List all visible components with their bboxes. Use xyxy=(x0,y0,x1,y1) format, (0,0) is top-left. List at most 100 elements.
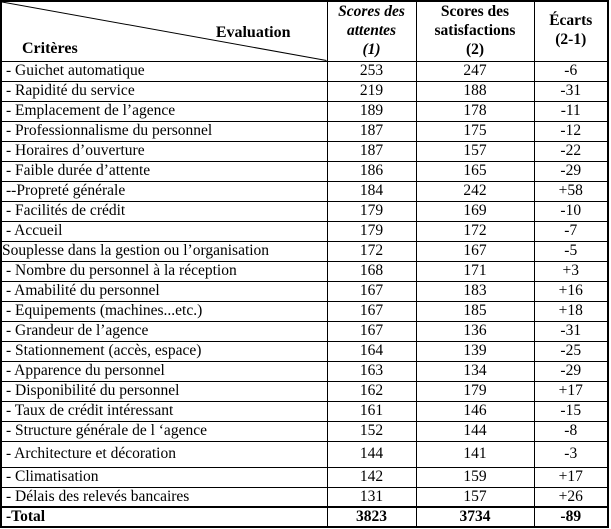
criterion-cell: - Equipements (machines...etc.) xyxy=(0,300,328,322)
criterion-cell: --Propreté générale xyxy=(0,180,328,202)
diagonal-divider-line xyxy=(2,2,327,61)
satisfactions-cell: 3734 xyxy=(415,506,535,528)
table-row: - Amabilité du personnel 167 183 +16 xyxy=(0,280,609,302)
satisfactions-cell: 188 xyxy=(415,80,535,102)
satisfactions-cell: 144 xyxy=(415,420,535,442)
ecart-cell: -22 xyxy=(533,140,609,162)
attentes-cell: 3823 xyxy=(326,506,417,528)
table-row: - Equipements (machines...etc.) 167 185 +18 xyxy=(0,300,609,322)
ecart-cell: +26 xyxy=(533,486,609,508)
ecart-cell: -31 xyxy=(533,80,609,102)
satisfactions-cell: 247 xyxy=(415,60,535,82)
satisfactions-cell: 169 xyxy=(415,200,535,222)
ecart-cell: -89 xyxy=(533,506,609,528)
table-row: - Disponibilité du personnel 162 179 +17 xyxy=(0,380,609,402)
satisfactions-cell: 178 xyxy=(415,100,535,122)
criterion-cell: - Professionnalisme du personnel xyxy=(0,120,328,142)
satisfactions-cell: 167 xyxy=(415,240,535,262)
ecart-cell: -8 xyxy=(533,420,609,442)
attentes-cell: 184 xyxy=(326,180,417,202)
attentes-cell: 152 xyxy=(326,420,417,442)
table-row: - Horaires d’ouverture 187 157 -22 xyxy=(0,140,609,162)
ecart-cell: -29 xyxy=(533,160,609,182)
satisfactions-cell: 139 xyxy=(415,340,535,362)
ecart-cell: +17 xyxy=(533,380,609,402)
attentes-cell: 172 xyxy=(326,240,417,262)
attentes-cell: 179 xyxy=(326,220,417,242)
criterion-cell: - Faible durée d’attente xyxy=(0,160,328,182)
col-header-ecarts: Écarts (2-1) xyxy=(533,0,609,62)
table-row: - Apparence du personnel 163 134 -29 xyxy=(0,360,609,382)
table-row: - Stationnement (accès, espace) 164 139 -25 xyxy=(0,340,609,362)
total-row: -Total 3823 3734 -89 xyxy=(0,506,609,528)
criterion-cell: Souplesse dans la gestion ou l’organisat… xyxy=(0,240,328,262)
satisfactions-cell: 141 xyxy=(415,440,535,468)
satisfactions-cell: 136 xyxy=(415,320,535,342)
header-row: Evaluation Critères Scores des attentes … xyxy=(0,0,609,62)
satisfactions-cell: 146 xyxy=(415,400,535,422)
attentes-cell: 144 xyxy=(326,440,417,468)
criterion-cell: - Horaires d’ouverture xyxy=(0,140,328,162)
table-row: - Délais des relevés bancaires 131 157 +26 xyxy=(0,486,609,508)
ecart-cell: -25 xyxy=(533,340,609,362)
attentes-cell: 186 xyxy=(326,160,417,182)
ecart-cell: +16 xyxy=(533,280,609,302)
satisfactions-cell: 159 xyxy=(415,466,535,488)
table-row: - Architecture et décoration 144 141 -3 xyxy=(0,440,609,468)
satisfactions-cell: 157 xyxy=(415,486,535,508)
satisfactions-cell: 157 xyxy=(415,140,535,162)
attentes-cell: 164 xyxy=(326,340,417,362)
criterion-cell: - Apparence du personnel xyxy=(0,360,328,382)
criterion-cell: -Total xyxy=(0,506,328,528)
criterion-cell: - Disponibilité du personnel xyxy=(0,380,328,402)
criterion-cell: - Rapidité du service xyxy=(0,80,328,102)
ecart-cell: -12 xyxy=(533,120,609,142)
attentes-cell: 179 xyxy=(326,200,417,222)
ecart-cell: -5 xyxy=(533,240,609,262)
corner-header-cell: Evaluation Critères xyxy=(0,0,328,62)
attentes-cell: 167 xyxy=(326,280,417,302)
criterion-cell: - Structure générale de l ‘agence xyxy=(0,420,328,442)
ecart-cell: -29 xyxy=(533,360,609,382)
satisfactions-cell: 242 xyxy=(415,180,535,202)
table-row: - Nombre du personnel à la réception 168 1… xyxy=(0,260,609,282)
table-row: Souplesse dans la gestion ou l’organisat… xyxy=(0,240,609,262)
attentes-cell: 163 xyxy=(326,360,417,382)
attentes-cell: 162 xyxy=(326,380,417,402)
satisfactions-cell: 175 xyxy=(415,120,535,142)
attentes-cell: 161 xyxy=(326,400,417,422)
table-body: - Guichet automatique 253 247 -6- Rapidité … xyxy=(0,60,609,528)
satisfactions-cell: 172 xyxy=(415,220,535,242)
criterion-cell: - Emplacement de l’agence xyxy=(0,100,328,122)
criterion-cell: - Amabilité du personnel xyxy=(0,280,328,302)
ecart-cell: -10 xyxy=(533,200,609,222)
criterion-cell: - Nombre du personnel à la réception xyxy=(0,260,328,282)
criterion-cell: - Taux de crédit intéressant xyxy=(0,400,328,422)
satisfactions-cell: 134 xyxy=(415,360,535,382)
ecart-cell: +18 xyxy=(533,300,609,322)
attentes-cell: 253 xyxy=(326,60,417,82)
table-row: --Propreté générale 184 242 +58 xyxy=(0,180,609,202)
table-row: - Accueil 179 172 -7 xyxy=(0,220,609,242)
corner-evaluation-label: Evaluation xyxy=(215,24,291,41)
ecart-cell: -15 xyxy=(533,400,609,422)
criterion-cell: - Climatisation xyxy=(0,466,328,488)
table-row: - Rapidité du service 219 188 -31 xyxy=(0,80,609,102)
ecart-cell: -3 xyxy=(533,440,609,468)
satisfactions-cell: 185 xyxy=(415,300,535,322)
satisfactions-cell: 183 xyxy=(415,280,535,302)
ecart-cell: +58 xyxy=(533,180,609,202)
attentes-cell: 131 xyxy=(326,486,417,508)
table-header: Evaluation Critères Scores des attentes … xyxy=(0,0,609,62)
ecart-cell: +3 xyxy=(533,260,609,282)
table-row: - Emplacement de l’agence 189 178 -11 xyxy=(0,100,609,122)
ecart-cell: -7 xyxy=(533,220,609,242)
criterion-cell: - Délais des relevés bancaires xyxy=(0,486,328,508)
criterion-cell: - Guichet automatique xyxy=(0,60,328,82)
attentes-cell: 187 xyxy=(326,140,417,162)
table-row: - Structure générale de l ‘agence 152 144-… xyxy=(0,420,609,442)
satisfactions-cell: 171 xyxy=(415,260,535,282)
corner-criteres-label: Critères xyxy=(22,39,78,57)
